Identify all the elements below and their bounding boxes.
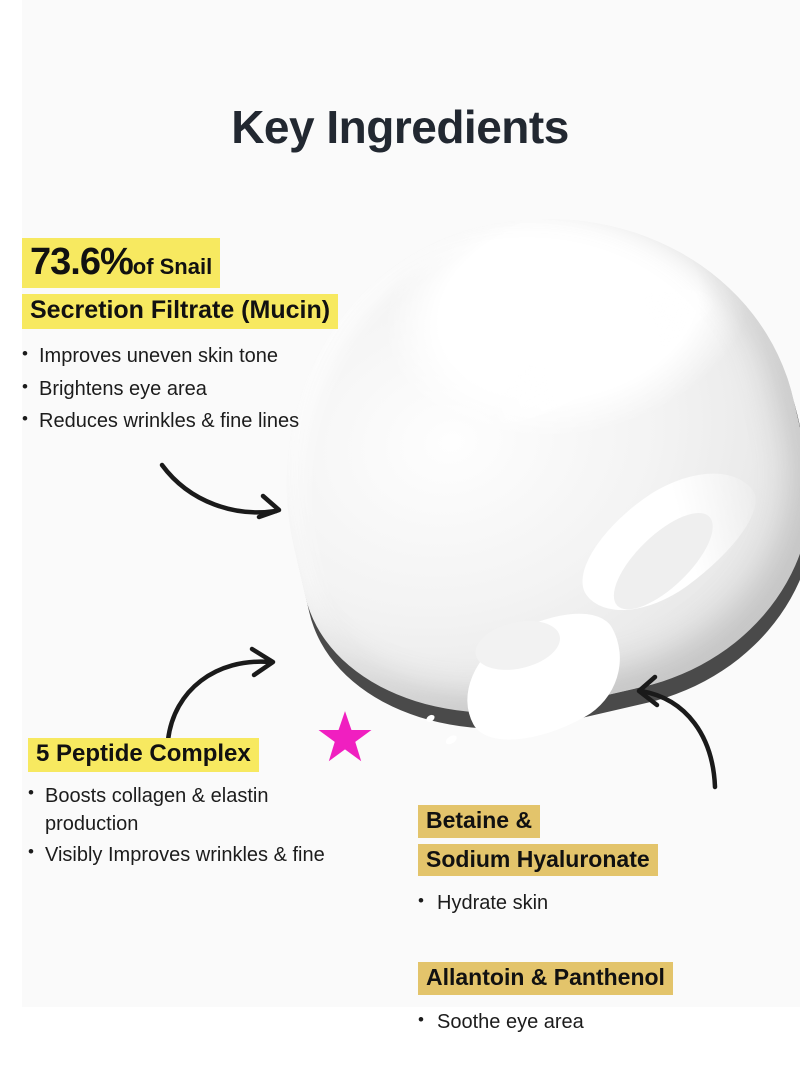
snail-percent-value: 73.6% xyxy=(30,241,134,283)
list-item: Visibly Improves wrinkles & fine xyxy=(28,840,448,869)
peptide-heading-highlight: 5 Peptide Complex xyxy=(28,738,259,772)
betaine-heading-line1-highlight: Betaine & xyxy=(418,805,541,838)
curved-arrow-to-product-upper-icon xyxy=(159,462,282,520)
allantoin-benefit-list: Soothe eye area xyxy=(418,1008,790,1037)
gloss-highlight-upper-band xyxy=(475,264,723,442)
betaine-benefit-list: Hydrate skin xyxy=(418,889,790,918)
ingredient-block-allantoin: Allantoin & Panthenol Soothe eye area xyxy=(418,962,790,1038)
gloss-highlight-lower-blob xyxy=(444,589,644,766)
allantoin-heading: Allantoin & Panthenol xyxy=(418,962,790,995)
gloss-highlight-dot xyxy=(496,307,533,341)
background-left-margin xyxy=(0,0,22,1067)
snail-heading-line1-highlight: 73.6%of Snail xyxy=(22,238,221,289)
list-item: Improves uneven skin tone xyxy=(22,342,452,371)
snail-heading-line1: 73.6%of Snail xyxy=(22,238,452,289)
page-title: Key Ingredients xyxy=(231,101,569,153)
snail-benefit-list: Improves uneven skin tone Brightens eye … xyxy=(22,342,452,436)
ingredient-block-betaine: Betaine & Sodium Hyaluronate Hydrate ski… xyxy=(418,805,790,920)
betaine-heading-line2-highlight: Sodium Hyaluronate xyxy=(418,843,658,877)
ingredient-block-peptide: 5 Peptide Complex Boosts collagen & elas… xyxy=(28,738,448,871)
curved-arrow-to-product-lower-left-icon xyxy=(165,646,276,743)
gloss-highlight-mid-crescent xyxy=(560,444,776,637)
list-item: Boosts collagen & elastin production xyxy=(28,781,345,839)
snail-heading-rest: of Snail xyxy=(132,254,213,279)
magenta-star-marker-icon xyxy=(318,711,372,762)
curved-arrow-to-product-right-icon xyxy=(636,674,718,790)
list-item: Reduces wrinkles & fine lines xyxy=(22,407,452,436)
snail-heading-line2-highlight: Secretion Filtrate (Mucin) xyxy=(22,294,339,330)
ingredient-block-snail: 73.6%of Snail Secretion Filtrate (Mucin)… xyxy=(22,238,452,441)
peptide-benefit-list: Boosts collagen & elastin production Vis… xyxy=(28,781,448,869)
peptide-heading: 5 Peptide Complex xyxy=(28,738,448,772)
list-item: Soothe eye area xyxy=(418,1008,790,1037)
betaine-heading-line1: Betaine & xyxy=(418,805,790,838)
list-item: Hydrate skin xyxy=(418,889,790,918)
list-item: Brightens eye area xyxy=(22,375,452,404)
betaine-heading-line2: Sodium Hyaluronate xyxy=(418,838,790,877)
snail-heading-line2: Secretion Filtrate (Mucin) xyxy=(22,288,452,330)
allantoin-heading-highlight: Allantoin & Panthenol xyxy=(418,962,673,995)
